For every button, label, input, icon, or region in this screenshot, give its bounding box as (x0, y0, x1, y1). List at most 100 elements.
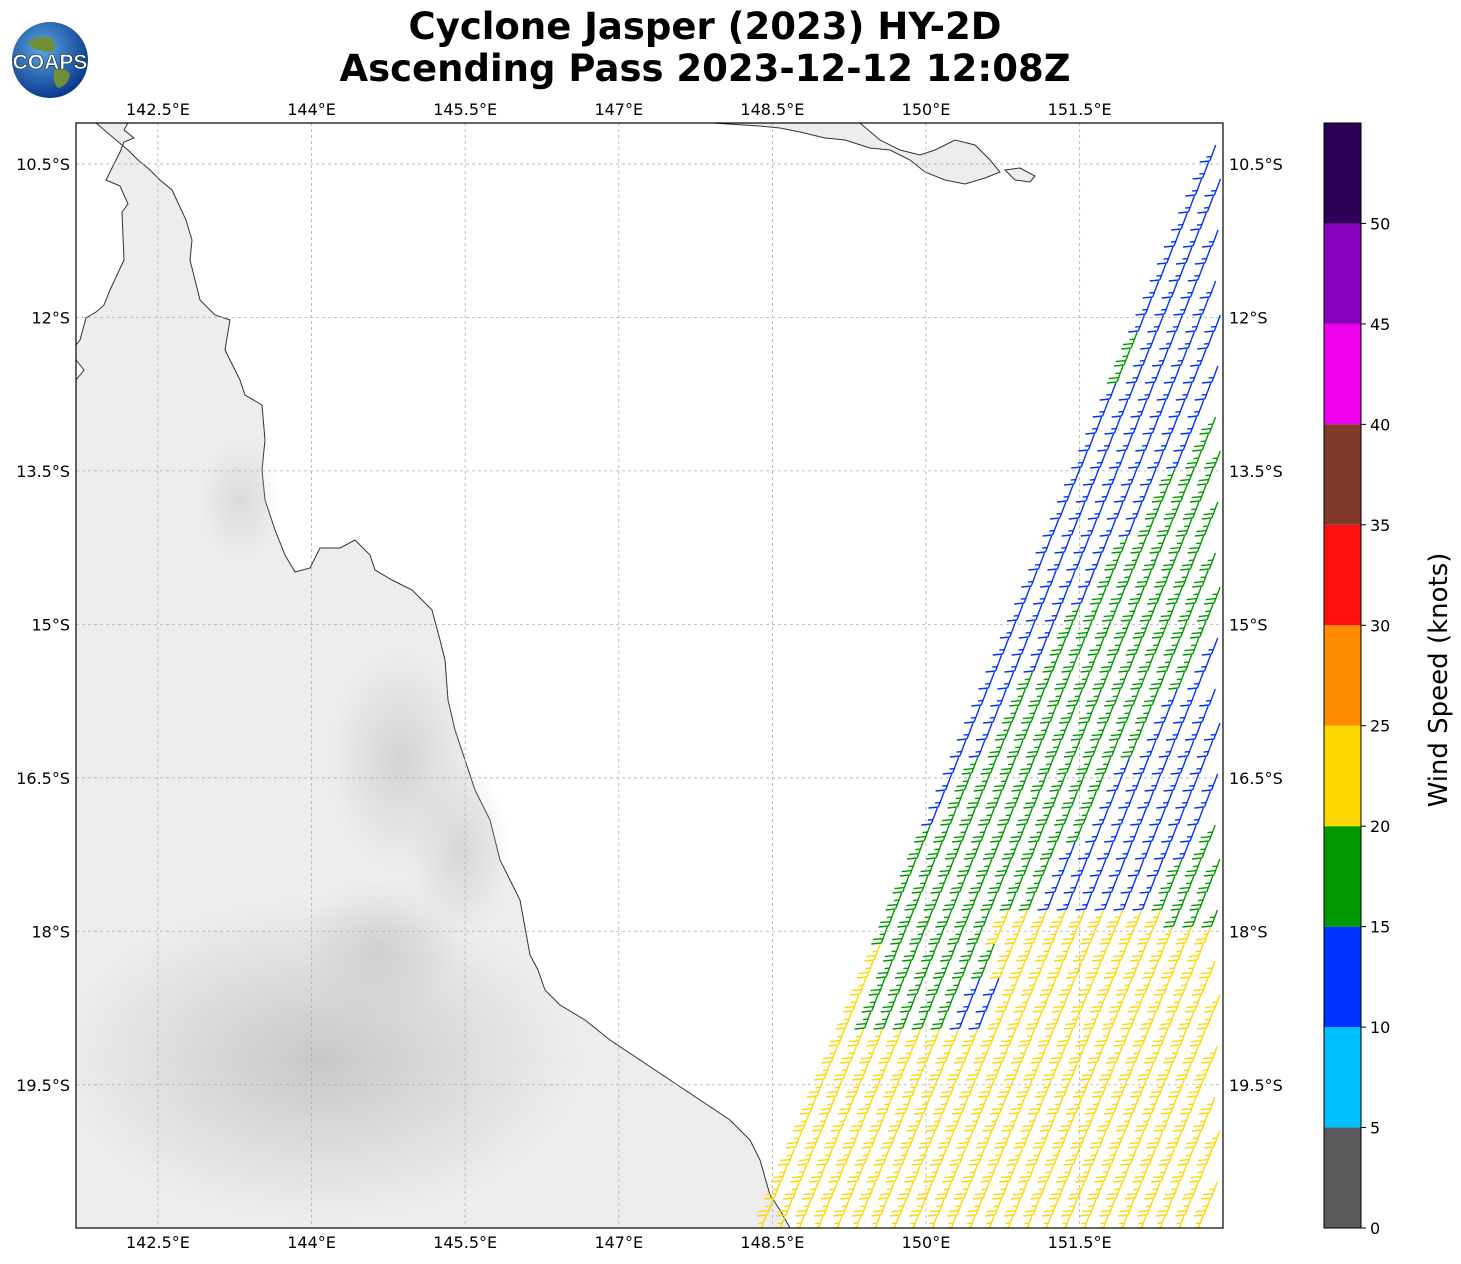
wind-barb (1185, 450, 1202, 469)
wind-barb (1058, 1113, 1076, 1132)
wind-barb (1087, 501, 1105, 520)
wind-barb (1047, 824, 1064, 843)
wind-barb (1039, 1113, 1057, 1132)
wind-barb (1151, 620, 1169, 639)
wind-barb (966, 926, 983, 945)
wind-barb (1073, 535, 1091, 554)
wind-barb (1178, 467, 1195, 486)
wind-barb (985, 1198, 1002, 1217)
wind-barb (1134, 841, 1152, 860)
wind-barb (1025, 1147, 1043, 1166)
wind-barb (1137, 1062, 1154, 1081)
wind-barb (1061, 1062, 1078, 1081)
wind-barb (868, 1113, 886, 1132)
wind-barb (1204, 314, 1222, 333)
wind-barb (1201, 229, 1219, 248)
wind-barb (776, 1198, 793, 1217)
wind-barb (863, 1079, 881, 1098)
wind-barb (1175, 790, 1193, 809)
wind-barb (1163, 773, 1181, 792)
lat-tick-label-left: 16.5°S (16, 769, 70, 788)
wind-barb (975, 994, 993, 1013)
wind-barb (1165, 994, 1183, 1013)
wind-barb (1006, 739, 1024, 758)
wind-barb (1046, 960, 1064, 979)
wind-barb (1084, 960, 1102, 979)
wind-barb (1104, 552, 1122, 571)
wind-barb (797, 1147, 815, 1166)
wind-barb (1187, 807, 1204, 826)
wind-barb (814, 1062, 831, 1081)
wind-barb (1161, 416, 1179, 435)
wind-barb (1011, 1181, 1028, 1200)
wind-barb (913, 960, 931, 979)
wind-barb (1201, 909, 1219, 928)
wind-barb (1123, 824, 1140, 843)
wind-barb (833, 1198, 850, 1217)
wind-barb (1113, 620, 1131, 639)
map-frame (75, 122, 1224, 1229)
wind-barb (1184, 994, 1202, 1013)
wind-barb (1066, 688, 1083, 707)
wind-barb (1085, 688, 1102, 707)
wind-barb (1194, 518, 1212, 537)
wind-barb (985, 654, 1003, 673)
wind-barb (1030, 1045, 1047, 1064)
wind-barb (928, 790, 946, 809)
wind-barb (1080, 1062, 1097, 1081)
wind-barb (1144, 637, 1162, 656)
wind-barb (1187, 399, 1205, 418)
wind-barb (1033, 586, 1050, 605)
wind-barb (916, 1045, 933, 1064)
wind-barb (1127, 858, 1145, 877)
wind-barb (992, 909, 1010, 928)
colorbar-frame (1323, 122, 1362, 1229)
wind-barb (1113, 484, 1131, 503)
wind-barb (914, 824, 931, 843)
wind-barb (806, 1079, 824, 1098)
wind-barb (1132, 1028, 1150, 1047)
wind-barb (933, 824, 950, 843)
wind-barb (833, 1062, 850, 1081)
wind-barb (1198, 960, 1216, 979)
wind-barb (1018, 756, 1036, 775)
wind-barb (790, 1164, 808, 1183)
wind-barb (1156, 382, 1174, 401)
wind-barb (1144, 1181, 1161, 1200)
wind-barb (994, 722, 1012, 741)
wind-barb (1118, 654, 1136, 673)
wind-barb (1196, 739, 1214, 758)
wind-barb (925, 841, 943, 860)
wind-barb (1097, 433, 1115, 452)
wind-barb (830, 1113, 848, 1132)
wind-barb (1004, 790, 1022, 809)
wind-barb (1096, 1113, 1114, 1132)
wind-barb (1025, 875, 1043, 894)
wind-barb (1089, 722, 1107, 741)
wind-barb (1201, 501, 1219, 520)
wind-barb (935, 1045, 952, 1064)
wind-barb (1177, 603, 1195, 622)
wind-barb (887, 977, 905, 996)
wind-barb (1103, 960, 1121, 979)
wind-barb (1173, 433, 1191, 452)
wind-barb (1094, 756, 1112, 775)
wind-barb (1111, 671, 1129, 690)
wind-barb (1142, 552, 1160, 571)
lon-tick-label-bottom: 151.5°E (1048, 1233, 1112, 1252)
wind-barb (1061, 790, 1079, 809)
wind-barb (1203, 1130, 1221, 1149)
wind-barb (1035, 535, 1053, 554)
wind-barb (1130, 671, 1148, 690)
wind-barb (1142, 688, 1159, 707)
wind-barb (890, 1062, 907, 1081)
wind-barb (1035, 943, 1052, 962)
wind-barb (954, 909, 972, 928)
wind-barb (818, 1096, 836, 1115)
wind-barb (1101, 603, 1119, 622)
wind-barb (1151, 892, 1169, 911)
wind-barb (909, 1198, 926, 1217)
wind-barb (1042, 1198, 1059, 1217)
lon-tick-label-bottom: 147°E (594, 1233, 643, 1252)
wind-barb (1006, 875, 1024, 894)
